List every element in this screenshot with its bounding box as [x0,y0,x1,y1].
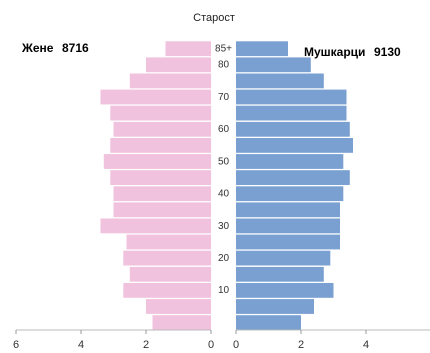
x-axis-ticks: 6 4 2 0 0 2 4 [13,330,369,351]
age-tick-label: 50 [218,156,230,167]
female-bar [129,73,212,89]
age-tick-label: 60 [218,124,230,135]
female-bar [129,266,212,282]
age-tick-label: 30 [218,221,230,232]
age-tick-label: 70 [218,92,230,103]
age-tick-label: 20 [218,253,230,264]
female-bar [103,154,212,169]
male-bar [236,170,350,185]
x-tick-label: 4 [78,339,84,351]
male-bar [236,138,353,153]
age-tick-label: 85+ [215,44,232,55]
male-bar [236,89,347,105]
female-bars [100,41,212,330]
x-tick-label: 0 [233,339,239,351]
male-bar [236,202,340,218]
female-bar [110,170,212,185]
male-total: 9130 [374,45,401,59]
male-bar [236,154,344,169]
male-bar [236,73,324,89]
age-tick-label: 10 [218,285,230,296]
male-bar [236,218,340,234]
female-bar [146,299,211,314]
x-tick-label: 2 [143,339,149,351]
male-bar [236,266,324,282]
female-bar [113,186,211,202]
female-bar [100,218,211,234]
male-bar [236,283,334,298]
female-total: 8716 [62,41,89,55]
age-tick-labels: 85+ 80 70 60 50 40 30 20 10 [215,44,232,297]
male-bar [236,105,347,121]
age-tick-label: 40 [218,189,230,200]
male-bar [236,186,344,202]
female-bar [146,57,211,73]
male-bar [236,121,350,137]
female-label: Жене [21,41,54,55]
female-bar [123,250,212,266]
male-bar [236,234,340,250]
x-tick-label: 0 [208,339,214,351]
male-bars [236,41,353,330]
age-tick-label: 80 [218,60,230,71]
male-bar [236,57,311,73]
female-bar [113,202,211,218]
female-bar [123,283,212,298]
male-bar [236,250,331,266]
female-bar [165,41,211,57]
x-tick-label: 2 [298,339,304,351]
male-bar [236,299,314,314]
male-label: Мушкарци [304,45,365,59]
male-bar [236,315,301,330]
female-bar [100,89,211,105]
female-bar [110,138,212,153]
female-bar [126,234,211,250]
female-bar [152,315,211,330]
male-bar [236,41,288,57]
female-bar [113,121,211,137]
chart-title: Старост [193,12,235,24]
x-tick-label: 4 [363,339,369,351]
female-bar [110,105,212,121]
x-tick-label: 6 [13,339,19,351]
